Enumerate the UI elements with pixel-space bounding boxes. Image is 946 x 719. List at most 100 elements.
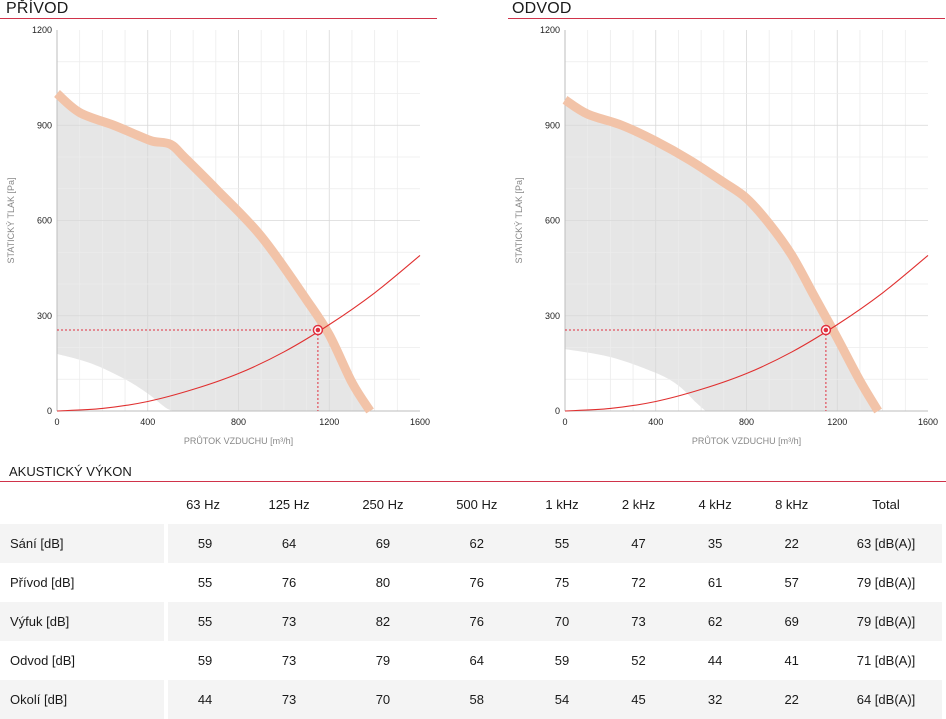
x-tick-label: 800 — [231, 417, 246, 427]
table-cell: 41 — [784, 653, 799, 668]
x-tick-label: 0 — [54, 417, 59, 427]
table-header-cell: 500 Hz — [456, 496, 498, 512]
chart-title: ODVOD — [512, 0, 572, 17]
table-cell: 52 — [631, 653, 646, 668]
table-cell: 55 — [164, 563, 242, 602]
table-header-cell: 8 kHz — [775, 496, 809, 512]
table-cell: 64 — [469, 653, 485, 668]
chart-svg: 0 300 600 900 1200 0 400 800 1200 1600 PRŮTOK VZDU… — [6, 25, 430, 446]
table-cell: 73 — [600, 602, 677, 641]
table-header-cell: 4 kHz — [698, 496, 732, 512]
table-cell: 35 — [676, 524, 754, 563]
y-tick-label: 900 — [37, 120, 52, 130]
table-cell: 59 — [164, 641, 242, 680]
table-cell: 70 — [523, 602, 601, 641]
table-cell: 55 — [164, 602, 243, 641]
table-cell: 76 — [429, 602, 524, 641]
table-header-cell: 1 kHz — [545, 496, 579, 512]
table-cell: 80 — [375, 575, 391, 590]
x-tick-label: 1200 — [827, 417, 847, 427]
table-cell: 64 [dB(A)] — [830, 680, 942, 719]
table-cell: 76 — [469, 575, 485, 590]
table-cell: 72 — [631, 575, 646, 590]
table-cell: 59 — [554, 653, 570, 668]
table-header-cell: 250 Hz — [362, 496, 404, 512]
y-tick-label: 300 — [37, 311, 52, 321]
table-cell: 73 — [281, 653, 297, 668]
table-cell: 58 — [429, 680, 524, 719]
table-cell: 79 — [375, 653, 391, 668]
fan-curve — [562, 96, 882, 414]
y-tick-label: 1200 — [540, 25, 560, 35]
table-cell: 71 [dB(A)] — [856, 653, 916, 668]
table-row: Odvod [dB] 59 73 79 64 59 52 44 41 71 [d… — [0, 641, 942, 680]
table-cell: 55 — [523, 524, 601, 563]
table-cell: 63 [dB(A)] — [830, 524, 942, 563]
y-axis-label: STATICKÝ TLAK [Pa] — [514, 177, 524, 263]
table-cell: 22 — [753, 524, 830, 563]
table-header-cell: 125 Hz — [268, 496, 310, 512]
row-label: Odvod [dB] — [10, 653, 76, 668]
row-label: Výfuk [dB] — [0, 602, 164, 641]
table-cell: 69 — [336, 524, 430, 563]
system-curve — [56, 255, 421, 412]
x-axis-label: PRŮTOK VZDUCHU [m³/h] — [692, 435, 801, 446]
x-tick-label: 400 — [140, 417, 155, 427]
acoustic-table: 63 Hz 125 Hz 250 Hz 500 Hz 1 kHz 2 kHz 4… — [0, 484, 942, 719]
table-header-cell: Total — [872, 496, 900, 512]
table-cell: 69 — [753, 602, 830, 641]
table-cell: 44 — [707, 653, 723, 668]
table-cell: 32 — [676, 680, 754, 719]
x-tick-label: 1600 — [918, 417, 938, 427]
table-cell: 79 [dB(A)] — [856, 575, 916, 590]
x-tick-label: 800 — [739, 417, 754, 427]
x-tick-label: 1600 — [410, 417, 430, 427]
fan-curve — [53, 90, 374, 414]
table-row: Výfuk [dB] 55 73 82 76 70 73 62 69 79 [d… — [0, 602, 942, 641]
y-tick-label: 900 — [545, 120, 560, 130]
chart-odvod: ODVOD 0 300 600 900 1200 0 400 800 1200 1600 PRŮTO… — [508, 0, 946, 460]
table-cell: 64 — [242, 524, 336, 563]
table-cell: 61 — [707, 575, 723, 590]
table-header-cell: 63 Hz — [186, 496, 221, 512]
operating-point-dot — [315, 327, 321, 333]
row-label: Přívod [dB] — [10, 575, 75, 590]
table-cell: 45 — [600, 680, 677, 719]
chart-title-rule — [508, 18, 945, 19]
table-cell: 76 — [281, 575, 297, 590]
x-tick-label: 1200 — [319, 417, 339, 427]
table-header-row: 63 Hz 125 Hz 250 Hz 500 Hz 1 kHz 2 kHz 4… — [0, 484, 942, 524]
system-curve — [564, 255, 929, 412]
table-cell: 75 — [554, 575, 570, 590]
table-header-cell: 2 kHz — [621, 496, 656, 512]
y-tick-label: 600 — [37, 216, 52, 226]
y-tick-label: 600 — [545, 216, 560, 226]
acoustic-title-rule — [0, 481, 946, 482]
table-header-empty — [0, 484, 164, 524]
table-cell: 44 — [164, 680, 243, 719]
table-cell: 54 — [523, 680, 601, 719]
row-label: Sání [dB] — [0, 524, 164, 563]
chart-privod: PŘÍVOD 0 300 600 900 1200 0 400 800 1200 1600 PRŮT… — [0, 0, 440, 460]
y-tick-label: 1200 — [32, 25, 52, 35]
x-tick-label: 400 — [648, 417, 663, 427]
table-row: Okolí [dB] 44 73 70 58 54 45 32 22 64 [d… — [0, 680, 942, 719]
y-tick-label: 300 — [545, 311, 560, 321]
table-cell: 79 [dB(A)] — [830, 602, 942, 641]
y-tick-label: 0 — [47, 406, 52, 416]
acoustic-title: AKUSTICKÝ VÝKON — [9, 464, 132, 479]
table-cell: 47 — [600, 524, 677, 563]
operating-envelope — [565, 99, 879, 411]
chart-title-rule — [0, 18, 437, 19]
row-label: Okolí [dB] — [0, 680, 164, 719]
y-tick-label: 0 — [555, 406, 560, 416]
table-cell: 82 — [336, 602, 430, 641]
chart-title: PŘÍVOD — [6, 0, 69, 17]
table-cell: 62 — [676, 602, 754, 641]
x-tick-label: 0 — [562, 417, 567, 427]
table-cell: 62 — [429, 524, 524, 563]
y-axis-label: STATICKÝ TLAK [Pa] — [6, 177, 16, 263]
table-cell: 73 — [242, 602, 336, 641]
table-row: Sání [dB] 59 64 69 62 55 47 35 22 63 [dB… — [0, 524, 942, 563]
table-cell: 73 — [242, 680, 336, 719]
